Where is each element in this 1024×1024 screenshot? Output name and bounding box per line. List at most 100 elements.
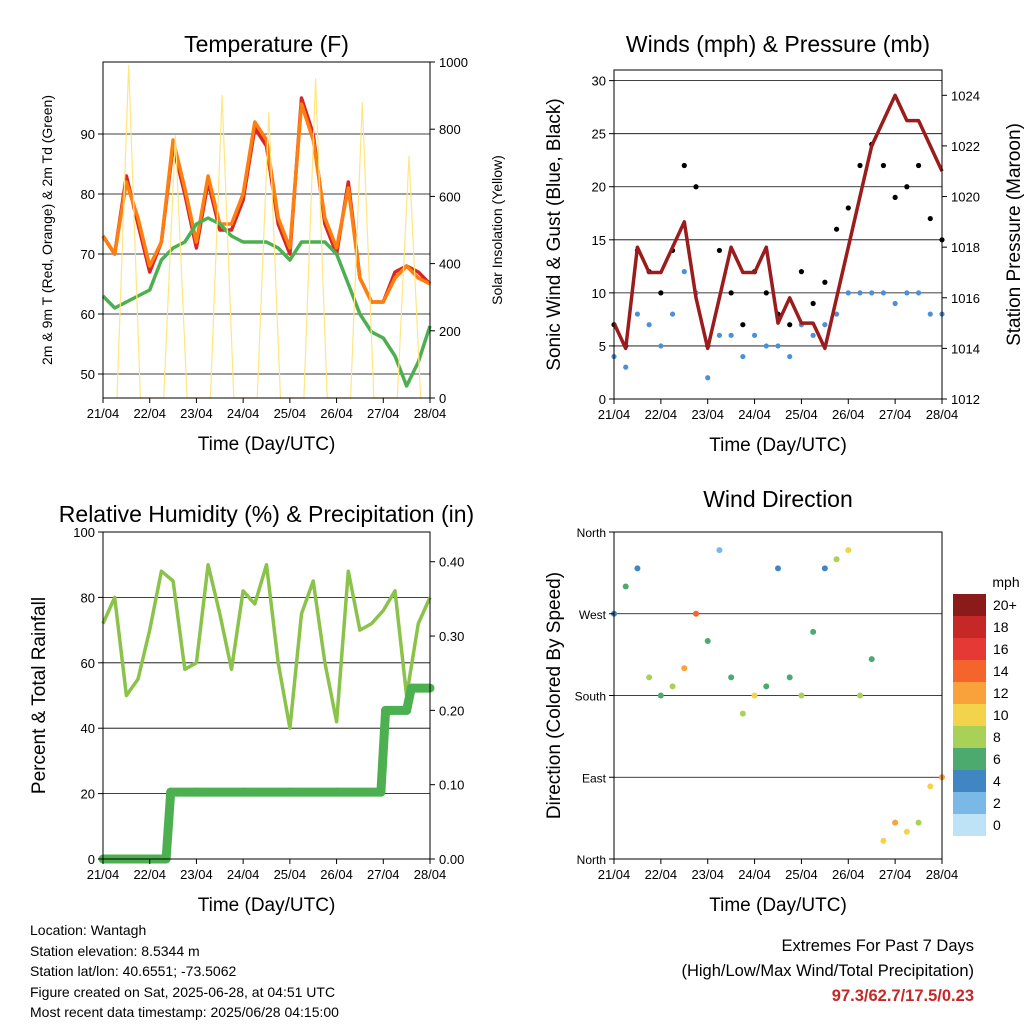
y-tick-label-right: 800: [439, 122, 461, 137]
y-tick-label-right: 1024: [951, 88, 980, 103]
data-point: [728, 674, 735, 681]
series-line: [101, 96, 432, 304]
data-point: [787, 322, 793, 328]
legend-label: 2: [993, 795, 1001, 811]
y-tick-label: 60: [81, 307, 95, 322]
y-tick-label: 20: [592, 180, 606, 195]
y-tick-label-right: 1014: [951, 341, 980, 356]
legend-swatch: [953, 616, 986, 638]
y-tick-label-right: 0.00: [439, 852, 464, 867]
y-tick-label-right: 600: [439, 189, 461, 204]
x-tick-label: 24/04: [738, 867, 771, 882]
legend-swatch: [953, 660, 986, 682]
extremes-title: Extremes For Past 7 Days: [781, 937, 974, 955]
y-tick-label: North: [577, 853, 606, 867]
x-tick-label: 23/04: [691, 867, 724, 882]
y-tick-label: South: [575, 690, 606, 704]
data-point: [693, 184, 699, 190]
y-tick-label: 70: [81, 247, 95, 262]
x-axis-label: Time (Day/UTC): [709, 895, 847, 916]
x-tick-label: 27/04: [879, 867, 912, 882]
legend-label: 20+: [993, 597, 1017, 613]
x-tick-label: 27/04: [367, 867, 400, 882]
y-tick-label: 5: [599, 339, 606, 354]
data-point: [915, 162, 922, 169]
data-point: [763, 343, 769, 349]
chart-title: Winds (mph) & Pressure (mb): [626, 31, 930, 57]
data-point: [787, 353, 793, 360]
data-point: [646, 674, 653, 681]
y-tick-label: 15: [592, 233, 606, 248]
x-tick-label: 26/04: [832, 867, 865, 882]
y-tick-label-right: 0.20: [439, 703, 464, 718]
data-point: [623, 364, 629, 370]
series-line: [101, 216, 432, 388]
data-point: [775, 565, 781, 572]
legend-label: 8: [993, 729, 1001, 745]
x-tick-label: 26/04: [320, 406, 353, 421]
y-tick-label-right: 200: [439, 324, 461, 339]
data-point: [751, 692, 758, 699]
x-tick-label: 25/04: [785, 867, 818, 882]
legend-swatch: [953, 748, 986, 770]
series-line: [103, 683, 430, 864]
series-line: [101, 102, 431, 304]
data-point: [740, 353, 746, 360]
legend-swatch: [953, 770, 986, 792]
station-info: Location: Wantagh Station elevation: 8.5…: [30, 920, 339, 1023]
data-point: [915, 290, 922, 296]
x-tick-label: 23/04: [180, 406, 213, 421]
x-axis-label: Time (Day/UTC): [198, 434, 336, 455]
x-tick-label: 28/04: [926, 407, 959, 422]
y-tick-label-right: 1020: [951, 190, 980, 205]
x-tick-label: 21/04: [87, 867, 120, 882]
data-point: [892, 300, 898, 307]
data-point: [763, 290, 769, 296]
x-tick-label: 21/04: [87, 406, 120, 421]
x-tick-label: 26/04: [832, 407, 865, 422]
y-tick-label: West: [579, 608, 607, 622]
data-point: [880, 290, 887, 296]
data-point: [658, 343, 664, 349]
data-point: [751, 332, 758, 338]
legend-label: 6: [993, 751, 1001, 767]
y-tick-label-right: 0.40: [439, 555, 464, 570]
chart-title: Temperature (F): [184, 31, 349, 57]
x-tick-label: 26/04: [320, 867, 353, 882]
y-tick-label: 80: [81, 590, 95, 605]
y-axis-label-right: Station Pressure (Maroon): [1004, 123, 1024, 346]
data-point: [634, 565, 641, 572]
x-axis-label: Time (Day/UTC): [709, 435, 847, 456]
y-tick-label: 100: [73, 525, 95, 540]
legend-swatch: [953, 594, 986, 616]
data-point: [857, 692, 863, 699]
x-tick-label: 28/04: [414, 406, 447, 421]
data-point: [869, 290, 875, 296]
panel-1: 50 60 70 80 90 0 200 400 600 800 1000 21/04 22/04 23/…: [39, 31, 505, 455]
legend-label: 12: [993, 685, 1009, 701]
data-point: [646, 322, 652, 328]
y-tick-label: 25: [592, 127, 606, 142]
data-point: [786, 674, 793, 681]
station-latlon: Station lat/lon: 40.6551; -73.5062: [30, 963, 237, 979]
x-tick-label: 22/04: [133, 867, 166, 882]
extremes-box: Extremes For Past 7 Days (High/Low/Max W…: [681, 934, 974, 1009]
data-point: [833, 311, 840, 317]
data-point: [845, 205, 851, 211]
y-axis-label: 2m & 9m T (Red, Orange) & 2m Td (Green): [39, 95, 55, 365]
x-tick-label: 25/04: [274, 406, 307, 421]
y-tick-label: 80: [81, 187, 95, 202]
legend-swatch: [953, 814, 986, 836]
plot-frame: [613, 69, 943, 400]
y-tick-label-right: 1000: [439, 55, 468, 70]
x-tick-label: 24/04: [227, 867, 260, 882]
y-tick-label-right: 1016: [951, 291, 980, 306]
panel-3: 0 20 40 60 80 100 0.00 0.10 0.20 0.30 0.40 21/04 22/…: [29, 501, 474, 916]
data-point: [927, 215, 933, 222]
x-tick-label: 27/04: [879, 407, 912, 422]
x-tick-label: 22/04: [133, 406, 166, 421]
y-tick-label-right: 0.30: [439, 629, 464, 644]
data-point: [868, 656, 875, 663]
y-axis-label: Percent & Total Rainfall: [29, 597, 50, 794]
